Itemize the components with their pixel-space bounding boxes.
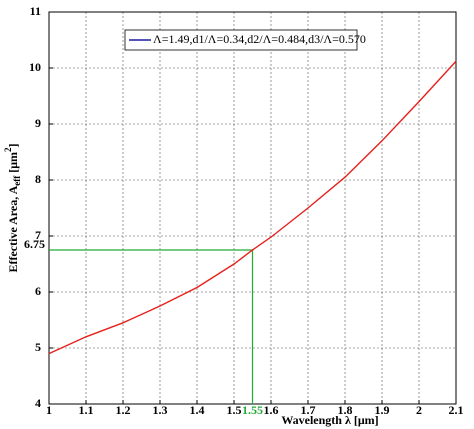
legend-box — [124, 29, 358, 51]
y-axis-label-part: eff — [12, 175, 22, 186]
x-tick-label: 1 — [46, 403, 52, 417]
x-tick-label: 1.9 — [375, 403, 390, 417]
y-axis-label-part: 2 — [3, 147, 13, 152]
y-tick-label: 6 — [35, 284, 41, 298]
y-tick-label: 11 — [30, 4, 41, 18]
y-axis-label-part: [μm — [6, 152, 20, 176]
x-tick-label: 1.4 — [190, 403, 205, 417]
x-tick-label: 1.8 — [338, 403, 353, 417]
annotation-y-label: 6.75 — [24, 237, 45, 251]
x-axis-label: Wavelength λ [μm] — [281, 413, 378, 427]
x-tick-label: 1.2 — [116, 403, 131, 417]
y-tick-label: 7 — [35, 228, 41, 242]
x-tick-label: 1.7 — [301, 403, 316, 417]
legend: Λ=1.49,d1/Λ=0.34,d2/Λ=0.484,d3/Λ=0.570 — [124, 29, 366, 51]
y-tick-label: 5 — [35, 340, 41, 354]
y-tick-label: 10 — [29, 60, 41, 74]
y-tick-label: 4 — [35, 396, 41, 410]
x-tick-label: 2 — [416, 403, 422, 417]
annotation-x-label: 1.55 — [242, 403, 263, 417]
legend-label: Λ=1.49,d1/Λ=0.34,d2/Λ=0.484,d3/Λ=0.570 — [153, 32, 366, 46]
y-tick-label: 9 — [35, 116, 41, 130]
x-tick-label: 1.5 — [227, 403, 242, 417]
y-tick-label: 8 — [35, 172, 41, 186]
y-axis-label-part: Effective Area, A — [6, 185, 20, 272]
y-axis-label-part: ] — [6, 143, 20, 147]
x-tick-label: 1.6 — [264, 403, 279, 417]
x-tick-label: 1.1 — [79, 403, 94, 417]
y-axis-label: Effective Area, Aeff [μm2] — [3, 143, 22, 272]
data-line — [48, 60, 457, 355]
x-tick-label: 2.1 — [449, 403, 464, 417]
x-tick-label: 1.3 — [153, 403, 168, 417]
